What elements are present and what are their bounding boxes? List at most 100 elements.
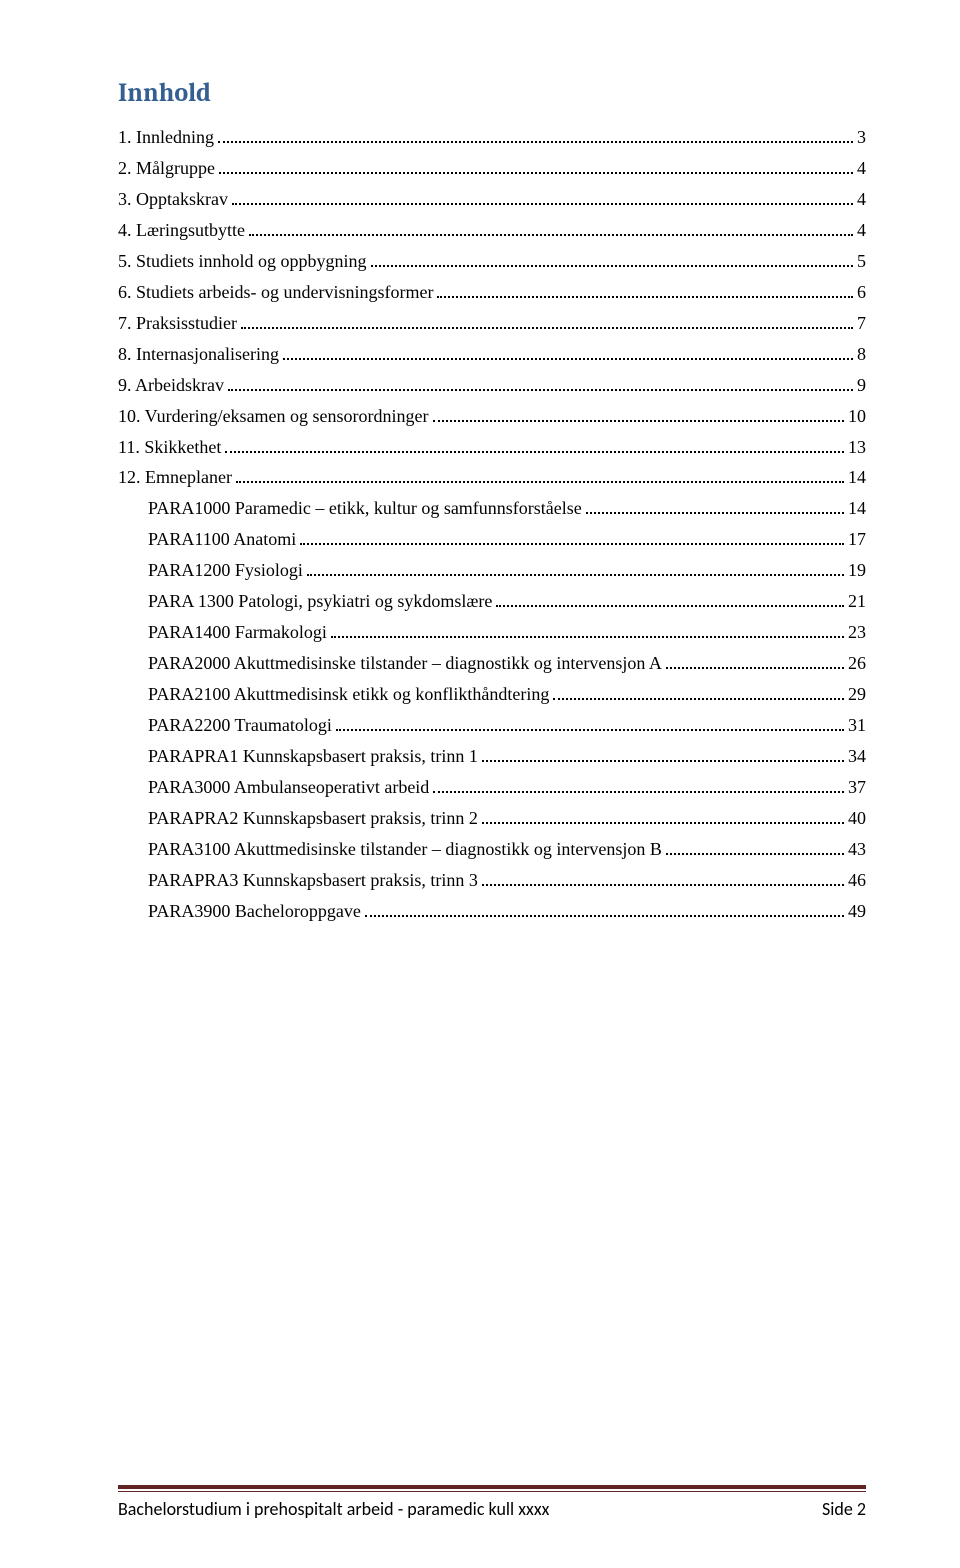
toc-entry-page: 29 [848, 679, 866, 710]
toc-leader-dots [307, 564, 844, 577]
toc-entry[interactable]: PARA2100 Akuttmedisinsk etikk og konflik… [118, 679, 866, 710]
toc-entry[interactable]: 8. Internasjonalisering 8 [118, 339, 866, 370]
toc-entry[interactable]: 2. Målgruppe4 [118, 153, 866, 184]
toc-entry[interactable]: PARAPRA3 Kunnskapsbasert praksis, trinn … [118, 865, 866, 896]
toc-entry-page: 4 [857, 215, 866, 246]
toc-entry[interactable]: 4. Læringsutbytte 4 [118, 215, 866, 246]
toc-entry-page: 6 [857, 277, 866, 308]
toc-entry-page: 4 [857, 184, 866, 215]
toc-entry-label: 7. Praksisstudier [118, 308, 237, 339]
toc-entry[interactable]: 9. Arbeidskrav 9 [118, 370, 866, 401]
toc-entry[interactable]: PARAPRA1 Kunnskapsbasert praksis, trinn … [118, 741, 866, 772]
toc-entry-label: 9. Arbeidskrav [118, 370, 224, 401]
toc-entry-page: 7 [857, 308, 866, 339]
toc-leader-dots [666, 842, 844, 855]
toc-leader-dots [496, 595, 844, 608]
toc-leader-dots [365, 904, 844, 917]
toc-entry-label: 8. Internasjonalisering [118, 339, 279, 370]
toc-leader-dots [228, 378, 853, 391]
toc-entry[interactable]: PARA3100 Akuttmedisinske tilstander – di… [118, 834, 866, 865]
toc-entry-label: 2. Målgruppe [118, 153, 215, 184]
toc-leader-dots [482, 873, 844, 886]
toc-entry-page: 3 [857, 122, 866, 153]
toc-entry-label: PARAPRA1 Kunnskapsbasert praksis, trinn … [148, 741, 478, 772]
toc-leader-dots [433, 780, 844, 793]
toc-leader-dots [433, 409, 844, 422]
toc-entry-label: PARA2200 Traumatologi [148, 710, 332, 741]
toc-entry-page: 26 [848, 648, 866, 679]
toc-entry-page: 23 [848, 617, 866, 648]
toc-entry-label: 5. Studiets innhold og oppbygning [118, 246, 367, 277]
toc-entry-label: PARA1200 Fysiologi [148, 555, 303, 586]
toc-entry-page: 37 [848, 772, 866, 803]
toc-entry[interactable]: PARA1000 Paramedic – etikk, kultur og sa… [118, 493, 866, 524]
toc-entry-page: 43 [848, 834, 866, 865]
toc-leader-dots [241, 316, 853, 329]
toc-entry[interactable]: PARA1400 Farmakologi 23 [118, 617, 866, 648]
toc-entry[interactable]: PARA1100 Anatomi 17 [118, 524, 866, 555]
toc-leader-dots [586, 502, 844, 515]
toc-leader-dots [331, 626, 844, 639]
toc-leader-dots [232, 192, 853, 205]
toc-entry-page: 46 [848, 865, 866, 896]
toc-entry[interactable]: 10. Vurdering/eksamen og sensorordninger… [118, 401, 866, 432]
toc-entry[interactable]: PARA3000 Ambulanseoperativt arbeid 37 [118, 772, 866, 803]
toc-entry-label: 12. Emneplaner [118, 462, 232, 493]
toc-leader-dots [553, 688, 844, 701]
toc-entry-label: 3. Opptakskrav [118, 184, 228, 215]
toc-entry-label: PARA1100 Anatomi [148, 524, 296, 555]
toc-leader-dots [225, 440, 844, 453]
toc-entry-label: 10. Vurdering/eksamen og sensorordninger [118, 401, 429, 432]
toc-entry[interactable]: 1. Innledning 3 [118, 122, 866, 153]
toc-leader-dots [437, 285, 853, 298]
toc-entry-label: PARA2100 Akuttmedisinsk etikk og konflik… [148, 679, 549, 710]
toc-leader-dots [283, 347, 853, 360]
toc-entry[interactable]: PARAPRA2 Kunnskapsbasert praksis, trinn … [118, 803, 866, 834]
toc-entry[interactable]: 5. Studiets innhold og oppbygning 5 [118, 246, 866, 277]
toc-entry-page: 19 [848, 555, 866, 586]
toc-leader-dots [218, 130, 853, 143]
toc-entry-label: 6. Studiets arbeids- og undervisningsfor… [118, 277, 433, 308]
toc-heading: Innhold [118, 78, 866, 108]
toc-entry[interactable]: PARA3900 Bacheloroppgave 49 [118, 896, 866, 927]
toc-entry-page: 9 [857, 370, 866, 401]
toc-entry[interactable]: 12. Emneplaner 14 [118, 462, 866, 493]
toc-entry-page: 8 [857, 339, 866, 370]
footer-rule-thin [118, 1491, 866, 1492]
toc-entry-page: 31 [848, 710, 866, 741]
toc-entry-label: PARAPRA2 Kunnskapsbasert praksis, trinn … [148, 803, 478, 834]
toc-entry-label: 4. Læringsutbytte [118, 215, 245, 246]
toc-entry-page: 17 [848, 524, 866, 555]
toc-entry[interactable]: 3. Opptakskrav 4 [118, 184, 866, 215]
toc-entry[interactable]: PARA2000 Akuttmedisinske tilstander – di… [118, 648, 866, 679]
toc-entry[interactable]: 6. Studiets arbeids- og undervisningsfor… [118, 277, 866, 308]
page-footer: Bachelorstudium i prehospitalt arbeid - … [118, 1485, 866, 1520]
footer-right-text: Side 2 [822, 1498, 866, 1520]
toc-entry-page: 21 [848, 586, 866, 617]
toc-entry-label: PARA1400 Farmakologi [148, 617, 327, 648]
toc-entry-label: PARA3100 Akuttmedisinske tilstander – di… [148, 834, 662, 865]
toc-leader-dots [666, 657, 844, 670]
toc-entry[interactable]: 7. Praksisstudier 7 [118, 308, 866, 339]
footer-rule-thick [118, 1485, 866, 1489]
toc-entry-label: PARA3000 Ambulanseoperativt arbeid [148, 772, 429, 803]
toc-entry-page: 14 [848, 493, 866, 524]
toc-entry-label: 1. Innledning [118, 122, 214, 153]
toc-entry-label: PARA1000 Paramedic – etikk, kultur og sa… [148, 493, 582, 524]
toc-entry[interactable]: PARA1200 Fysiologi 19 [118, 555, 866, 586]
toc-entry-label: PARA2000 Akuttmedisinske tilstander – di… [148, 648, 662, 679]
toc-leader-dots [482, 811, 844, 824]
toc-entry[interactable]: PARA2200 Traumatologi 31 [118, 710, 866, 741]
toc-entry-page: 10 [848, 401, 866, 432]
toc-entry-page: 34 [848, 741, 866, 772]
toc-entry[interactable]: 11. Skikkethet13 [118, 432, 866, 463]
toc-entry-page: 49 [848, 896, 866, 927]
toc-entry-page: 14 [848, 462, 866, 493]
toc-list: 1. Innledning32. Målgruppe43. Opptakskra… [118, 122, 866, 927]
toc-entry[interactable]: PARA 1300 Patologi, psykiatri og sykdoms… [118, 586, 866, 617]
toc-leader-dots [249, 223, 853, 236]
toc-entry-label: PARA3900 Bacheloroppgave [148, 896, 361, 927]
footer-left-text: Bachelorstudium i prehospitalt arbeid - … [118, 1498, 549, 1520]
toc-entry-label: 11. Skikkethet [118, 432, 221, 463]
toc-entry-page: 5 [857, 246, 866, 277]
